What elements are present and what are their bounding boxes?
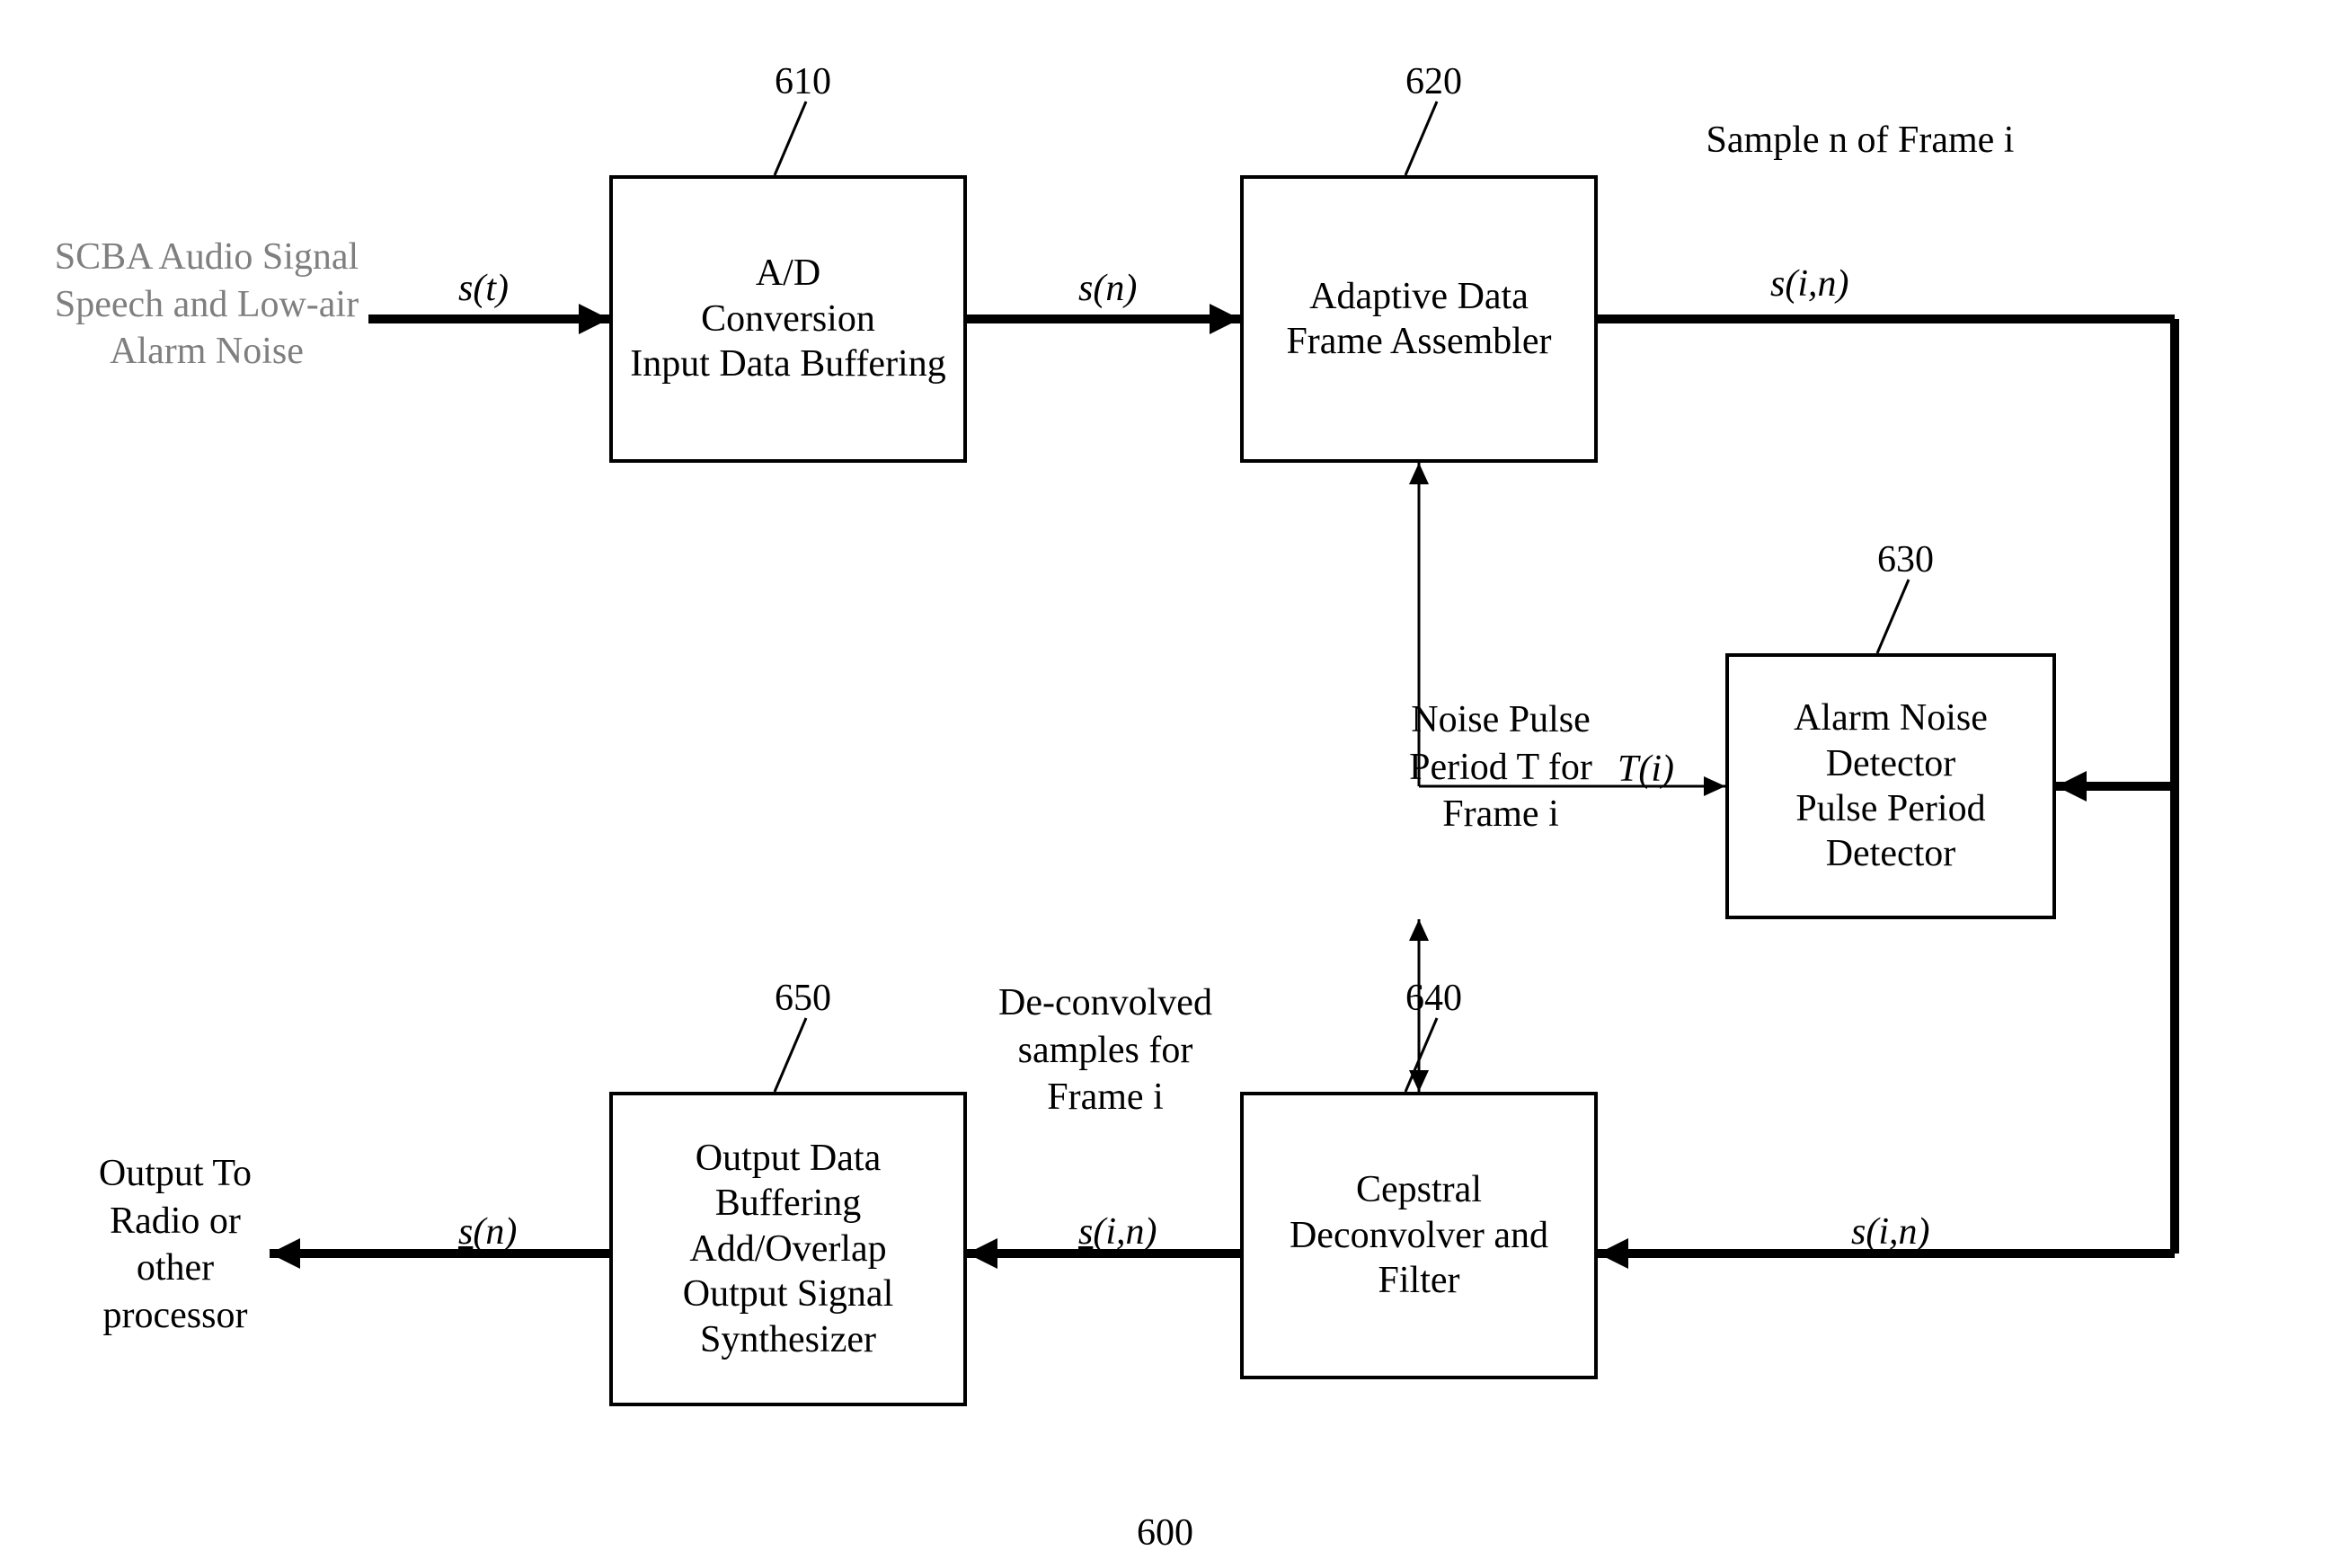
label-deconv: De-convolved samples for Frame i xyxy=(971,979,1240,1121)
label-output_text: Output To Radio or other processor xyxy=(67,1150,283,1339)
block-b610: A/DConversionInput Data Buffering xyxy=(609,175,967,463)
block-text: Conversion xyxy=(701,297,875,341)
label-input_text: SCBA Audio Signal Speech and Low-air Ala… xyxy=(40,234,373,376)
block-text: Pulse Period xyxy=(1795,786,1985,831)
block-text: Adaptive Data xyxy=(1309,274,1529,319)
diagram-canvas: A/DConversionInput Data Buffering Adaptiv… xyxy=(0,0,2349,1568)
block-text: A/D xyxy=(756,251,820,296)
block-text: Alarm Noise xyxy=(1794,695,1988,740)
ref-630: 630 xyxy=(1877,536,1934,584)
ref-650: 650 xyxy=(775,975,831,1023)
block-text: Buffering xyxy=(715,1181,862,1226)
block-b620: Adaptive DataFrame Assembler xyxy=(1240,175,1598,463)
block-text: Synthesizer xyxy=(700,1317,876,1362)
label-s_n: s(n) xyxy=(1078,265,1137,313)
block-text: Input Data Buffering xyxy=(630,341,945,386)
label-s_i_n_bottom: s(i,n) xyxy=(1851,1209,1930,1256)
block-text: Output Data xyxy=(696,1136,881,1181)
label-s_i_n_top: s(i,n) xyxy=(1770,261,1849,308)
block-text: Frame Assembler xyxy=(1286,319,1551,364)
label-noise_pulse: Noise Pulse Period T for Frame i xyxy=(1375,696,1627,838)
ref-620: 620 xyxy=(1405,58,1462,106)
block-text: Filter xyxy=(1378,1258,1460,1303)
block-b630: Alarm NoiseDetectorPulse PeriodDetector xyxy=(1725,653,2056,919)
ref-640: 640 xyxy=(1405,975,1462,1023)
ref-610: 610 xyxy=(775,58,831,106)
block-text: Add/Overlap xyxy=(689,1227,886,1271)
block-text: Cepstral xyxy=(1356,1167,1482,1212)
block-text: Detector xyxy=(1826,741,1956,786)
block-text: Output Signal xyxy=(683,1271,894,1316)
block-text: Detector xyxy=(1826,831,1956,876)
label-s_i_n_ul: s(i,n) xyxy=(1078,1209,1157,1256)
label-fig_num: 600 xyxy=(1137,1510,1193,1557)
label-s_t: s(t) xyxy=(458,265,509,313)
label-s_n_ul: s(n) xyxy=(458,1209,517,1256)
block-text: Deconvolver and xyxy=(1290,1213,1548,1258)
block-b640: CepstralDeconvolver andFilter xyxy=(1240,1092,1598,1379)
label-frame_label: Sample n of Frame i xyxy=(1698,117,2022,164)
block-b650: Output DataBufferingAdd/OverlapOutput Si… xyxy=(609,1092,967,1406)
